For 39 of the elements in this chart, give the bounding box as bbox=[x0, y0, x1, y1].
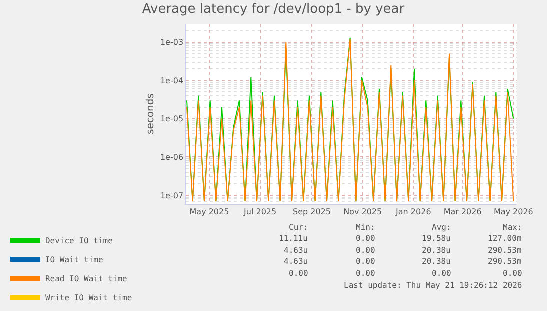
text: 4.63u bbox=[284, 246, 308, 255]
y-tick-label: 1e-06 bbox=[160, 153, 184, 162]
text: 0.00 bbox=[432, 269, 452, 278]
text: 0.00 bbox=[503, 269, 522, 278]
text: 11.11u bbox=[279, 234, 308, 243]
text: 0.00 bbox=[356, 257, 376, 266]
text: Last update: Thu May 21 19:26:12 2026 bbox=[344, 281, 522, 290]
x-tick-label: Jul 2025 bbox=[243, 208, 277, 217]
y-tick-label: 1e-07 bbox=[160, 191, 184, 200]
text: 20.38u bbox=[422, 257, 452, 266]
text: 0.00 bbox=[356, 269, 376, 278]
y-tick-label: 1e-05 bbox=[160, 114, 184, 124]
text: 19.58u bbox=[422, 234, 452, 243]
legend-label: Write IO Wait time bbox=[45, 294, 132, 303]
y-tick-label: 1e-04 bbox=[160, 76, 184, 86]
x-tick-label: Nov 2025 bbox=[344, 208, 382, 217]
text: 4.63u bbox=[284, 257, 308, 266]
text: 290.53m bbox=[488, 257, 522, 266]
text: 20.38u bbox=[422, 246, 452, 255]
x-tick-label: May 2026 bbox=[494, 208, 534, 217]
text: Min: bbox=[356, 223, 376, 232]
text: 290.53m bbox=[488, 246, 522, 255]
text: 127.00m bbox=[488, 234, 522, 243]
text: 0.00 bbox=[356, 246, 376, 255]
x-tick-label: Jan 2026 bbox=[395, 208, 432, 217]
text: Cur: bbox=[289, 223, 308, 232]
x-tick-label: Sep 2025 bbox=[292, 208, 331, 217]
legend-label: IO Wait time bbox=[45, 256, 104, 265]
text: Avg: bbox=[432, 223, 452, 232]
text: Max: bbox=[503, 223, 522, 232]
text: 0.00 bbox=[356, 234, 376, 243]
x-tick-label: May 2025 bbox=[190, 208, 230, 217]
text: 0.00 bbox=[289, 269, 308, 278]
legend-label: Device IO time bbox=[45, 236, 114, 246]
y-tick-label: 1e-03 bbox=[160, 38, 184, 48]
legend-label: Read IO Wait time bbox=[45, 274, 128, 284]
y-axis-title: seconds bbox=[145, 94, 156, 134]
chart-title: Average latency for /dev/loop1 - by year bbox=[142, 2, 406, 18]
x-tick-label: Mar 2026 bbox=[444, 208, 482, 217]
